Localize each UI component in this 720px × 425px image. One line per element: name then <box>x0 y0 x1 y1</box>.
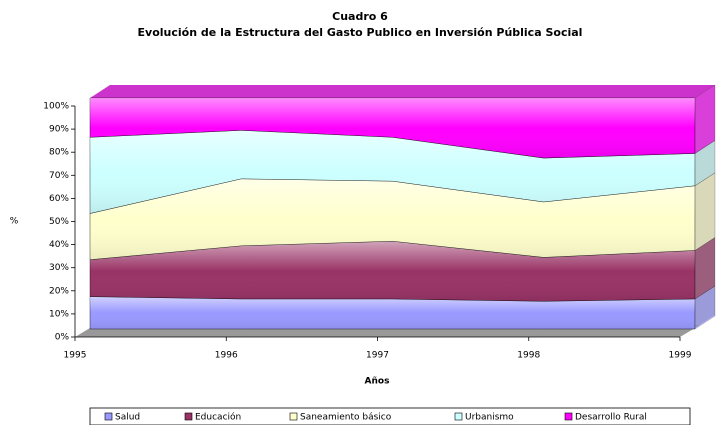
area-shade <box>90 130 695 214</box>
y-tick-label: 20% <box>49 286 69 296</box>
legend-box <box>89 407 691 425</box>
y-tick-label: 30% <box>49 263 69 273</box>
legend-label: Educación <box>195 412 241 423</box>
area-shade <box>90 178 695 260</box>
y-tick-label: 70% <box>49 171 69 181</box>
area-shade <box>90 296 695 329</box>
y-tick-label: 50% <box>49 217 69 227</box>
chart-subtitle: Evolución de la Estructura del Gasto Pub… <box>138 26 583 39</box>
x-tick-label: 1997 <box>366 351 389 361</box>
legend-label: Saneamiento básico <box>300 413 392 423</box>
y-axis-label: % <box>10 217 19 227</box>
legend-swatch <box>564 412 573 421</box>
top-face <box>90 85 715 98</box>
y-tick-label: 90% <box>49 125 69 135</box>
y-tick-label: 80% <box>49 148 69 158</box>
area-shade <box>90 241 695 302</box>
legend-swatch <box>289 412 298 421</box>
y-tick-label: 10% <box>49 309 69 319</box>
legend-swatch <box>104 412 113 421</box>
y-tick-label: 60% <box>49 194 69 204</box>
y-tick-label: 40% <box>49 240 69 250</box>
x-tick-label: 1995 <box>64 351 87 361</box>
y-tick-label: 0% <box>55 333 70 343</box>
x-axis-label: Años <box>365 377 390 387</box>
legend-swatch <box>454 412 463 421</box>
legend-swatch <box>184 412 193 421</box>
area-side <box>694 84 716 154</box>
x-tick-label: 1999 <box>669 351 692 361</box>
area-shade <box>90 98 695 159</box>
x-tick-label: 1996 <box>215 351 238 361</box>
x-tick-label: 1998 <box>517 351 540 361</box>
legend-label: Salud <box>115 413 140 423</box>
legend-label: Urbanismo <box>465 413 514 423</box>
legend-label: Desarrollo Rural <box>575 413 647 423</box>
y-tick-label: 100% <box>43 102 69 112</box>
chart-title: Cuadro 6 <box>332 10 388 23</box>
area-side <box>694 172 716 251</box>
